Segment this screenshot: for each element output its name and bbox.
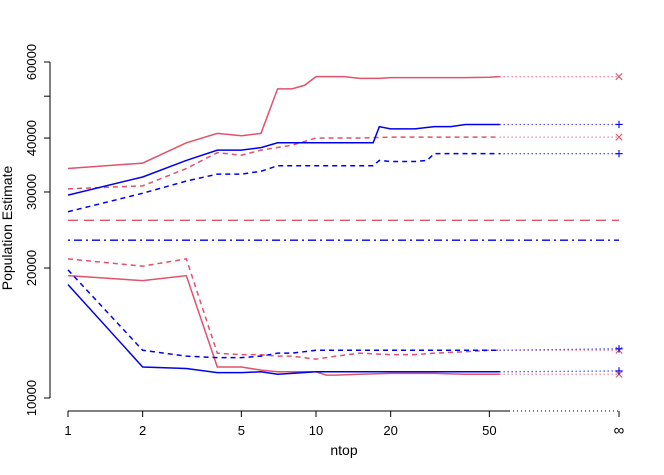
x-tick-label: 2 — [139, 423, 146, 438]
y-tick-label: 10000 — [24, 380, 39, 416]
x-tick-label: 10 — [309, 423, 323, 438]
infinity-point-plus — [615, 120, 623, 129]
x-axis-label: ntop — [330, 442, 357, 458]
infinity-point-cross — [615, 133, 623, 141]
series-infinity-extension — [499, 370, 620, 373]
series-line — [67, 75, 500, 170]
series-line — [67, 274, 500, 376]
series-line — [67, 258, 500, 360]
y-tick-label: 40000 — [24, 120, 39, 156]
series-line — [67, 269, 500, 359]
infinity-point-plus — [615, 367, 623, 375]
series-line — [67, 123, 500, 196]
infinity-point-plus — [615, 345, 623, 353]
y-tick-label: 30000 — [24, 174, 39, 210]
y-axis-label: Population Estimate — [0, 166, 15, 291]
x-tick-label: 20 — [383, 423, 397, 438]
y-tick-label: 60000 — [24, 44, 39, 80]
series-line — [67, 152, 500, 213]
series-line — [67, 284, 500, 376]
infinity-point-cross — [615, 73, 623, 81]
series-line — [67, 136, 500, 190]
y-tick-label: 20000 — [24, 250, 39, 286]
infinity-point-plus — [615, 149, 623, 158]
series-infinity-extension — [499, 348, 620, 351]
x-tick-label: 50 — [482, 423, 496, 438]
x-tick-label: 1 — [64, 423, 71, 438]
x-tick-label-infinity: ∞ — [614, 422, 625, 439]
x-tick-label: 5 — [238, 423, 245, 438]
